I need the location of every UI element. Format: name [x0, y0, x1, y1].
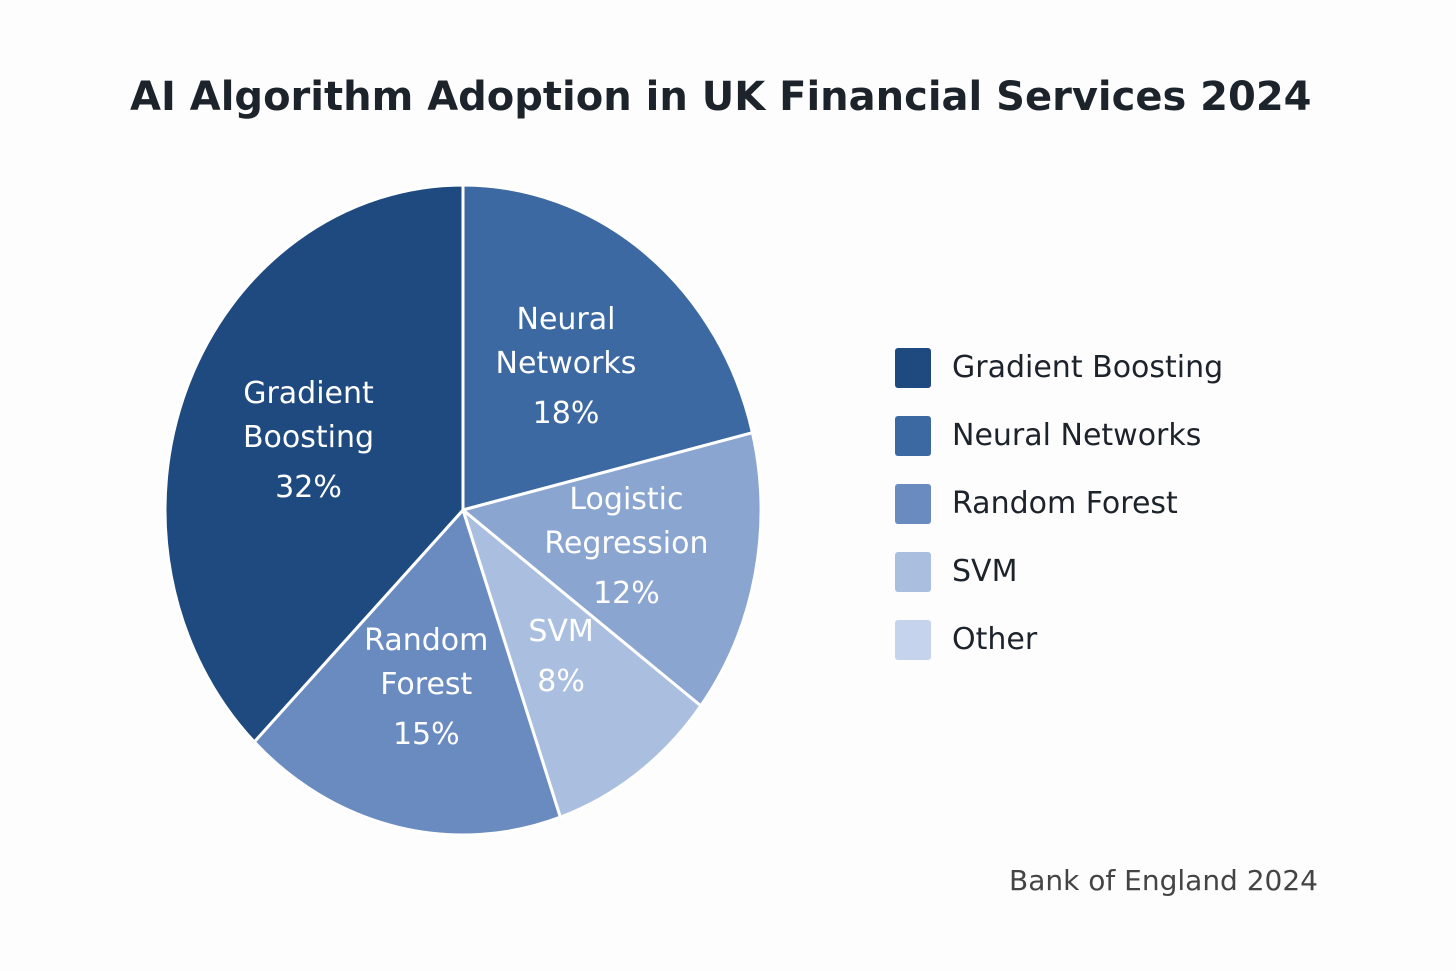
slice-label: Neural Networks 18% [471, 298, 661, 436]
legend-swatch [895, 552, 931, 592]
chart-title: AI Algorithm Adoption in UK Financial Se… [130, 74, 1312, 120]
slice-value: 15% [392, 716, 460, 752]
slice-category: SVM [528, 614, 594, 650]
slice-category: Gradient Boosting [242, 376, 375, 456]
slice-value: 8% [537, 664, 585, 700]
legend-label: Neural Networks [952, 418, 1202, 453]
slice-category: Random Forest [364, 622, 489, 702]
slice-category: Neural Networks [495, 301, 637, 381]
legend-swatch [895, 484, 931, 524]
legend-label: Other [952, 622, 1038, 657]
legend-label: Gradient Boosting [952, 350, 1224, 385]
slice-value: 12% [593, 575, 660, 611]
slice-label: Logistic Regression 12% [531, 478, 721, 616]
source-note: Bank of England 2024 [1009, 864, 1318, 897]
slice-value: 18% [532, 395, 600, 431]
legend-label: Random Forest [952, 486, 1178, 521]
legend-label: SVM [952, 554, 1018, 589]
slice-label: SVM 8% [466, 610, 656, 704]
slice-value: 32% [275, 470, 342, 506]
slice-label: Gradient Boosting 32% [214, 372, 404, 510]
pie-slice [459, 430, 763, 709]
legend-swatch [895, 416, 931, 456]
slice-category: Logistic Regression [544, 481, 709, 561]
pie-slice [461, 183, 755, 512]
legend-swatch [895, 620, 931, 660]
legend-swatch [895, 348, 931, 388]
pie-slice [252, 507, 563, 837]
pie-slice [163, 183, 465, 745]
pie-slice [460, 505, 703, 820]
slice-label: Random Forest 15% [331, 619, 521, 757]
